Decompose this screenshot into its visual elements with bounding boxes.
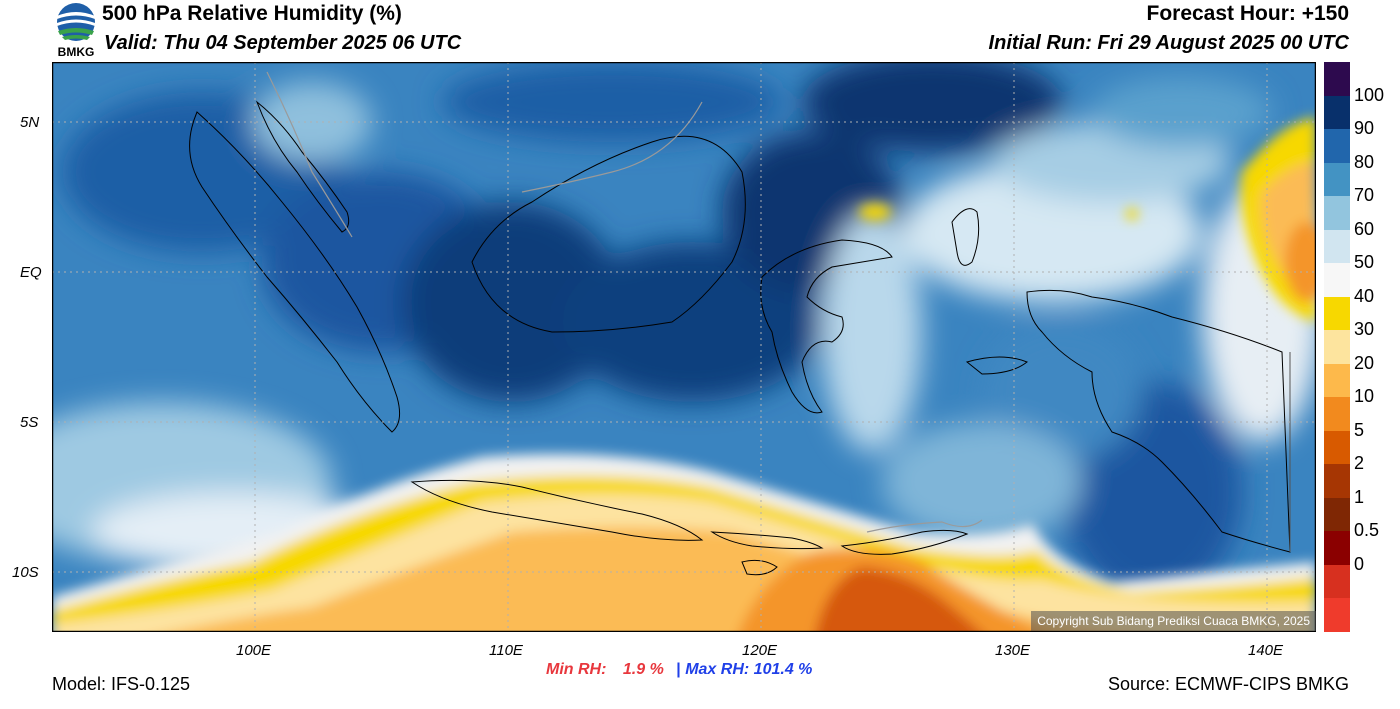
colorbar-label: 20	[1354, 352, 1375, 373]
min-rh-label: Min RH:	[546, 661, 607, 678]
source-label: Source: ECMWF-CIPS BMKG	[1107, 674, 1349, 694]
map-panel: Copyright Sub Bidang Prediksi Cuaca BMKG…	[52, 62, 1316, 632]
colorbar-label: 90	[1354, 118, 1375, 139]
initial-run: Initial Run: Fri 29 August 2025 00 UTC	[988, 32, 1349, 54]
rh-stats: Min RH: 1.9 % | Max RH: 101.4 %	[546, 661, 812, 679]
colorbar-label: 60	[1354, 218, 1375, 239]
colorbar-swatch	[1324, 196, 1350, 230]
colorbar-label: 40	[1354, 285, 1375, 306]
valid-time: Valid: Thu 04 September 2025 06 UTC	[104, 32, 462, 54]
colorbar-blocks	[1324, 62, 1350, 632]
bmkg-logo: BMKG	[52, 2, 100, 60]
lon-label-140e: 140E	[1248, 642, 1284, 659]
forecast-hour: Forecast Hour: +150	[1146, 2, 1350, 25]
colorbar-swatch	[1324, 464, 1350, 498]
colorbar-label: 30	[1354, 319, 1375, 340]
chart-title: 500 hPa Relative Humidity (%)	[102, 2, 402, 25]
colorbar-label: 80	[1354, 151, 1375, 172]
colorbar-label: 1	[1354, 486, 1365, 507]
country-borders	[266, 71, 983, 533]
lat-label-eq: EQ	[20, 264, 42, 281]
colorbar-swatch	[1324, 129, 1350, 163]
colorbar-label: 5	[1354, 419, 1365, 440]
lon-label-120e: 120E	[742, 642, 778, 659]
colorbar-label: 2	[1354, 453, 1365, 474]
colorbar-swatch	[1324, 330, 1350, 364]
rh-field-map	[52, 62, 1316, 632]
colorbar-swatch	[1324, 430, 1350, 465]
colorbar-swatch	[1324, 95, 1350, 130]
colorbar-swatch	[1324, 564, 1350, 599]
colorbar-swatch	[1324, 397, 1350, 431]
colorbar-swatch	[1324, 497, 1350, 532]
copyright-notice: Copyright Sub Bidang Prediksi Cuaca BMKG…	[1031, 611, 1316, 631]
colorbar-label: 0	[1354, 553, 1365, 574]
bmkg-logo-icon	[57, 3, 95, 41]
colorbar-swatch	[1324, 531, 1350, 565]
graticule	[52, 62, 1316, 632]
lat-label-5s: 5S	[20, 414, 39, 431]
stats-separator: |	[676, 661, 681, 678]
min-rh-value: 1.9 %	[622, 661, 664, 678]
colorbar-label: 50	[1354, 252, 1375, 273]
colorbar-swatch	[1324, 363, 1350, 398]
colorbar-swatch	[1324, 229, 1350, 264]
colorbar-label: 0.5	[1354, 520, 1380, 541]
lat-label-10s: 10S	[12, 564, 39, 581]
lon-label-130e: 130E	[995, 642, 1031, 659]
bmkg-logo-text: BMKG	[57, 45, 95, 59]
colorbar-label: 10	[1354, 386, 1375, 407]
colorbar-swatch	[1324, 162, 1350, 197]
lon-label-110e: 110E	[489, 642, 523, 659]
colorbar-swatch	[1324, 598, 1350, 632]
max-rh-label: Max RH:	[685, 661, 750, 678]
colorbar	[1324, 62, 1350, 632]
max-rh-value: 101.4 %	[753, 661, 813, 678]
colorbar-swatch	[1324, 62, 1350, 96]
colorbar-swatch	[1324, 296, 1350, 331]
lat-label-5n: 5N	[20, 114, 40, 131]
colorbar-label: 70	[1354, 185, 1375, 206]
colorbar-label: 100	[1354, 84, 1385, 105]
colorbar-swatch	[1324, 263, 1350, 297]
model-label: Model: IFS-0.125	[52, 674, 191, 694]
coastlines	[189, 100, 1291, 576]
lon-label-100e: 100E	[236, 642, 272, 659]
colorbar-labels: 100 90 80 70 60 50 40 30 20 10 5 2 1 0.5…	[1354, 62, 1400, 632]
map-frame	[52, 62, 1316, 632]
